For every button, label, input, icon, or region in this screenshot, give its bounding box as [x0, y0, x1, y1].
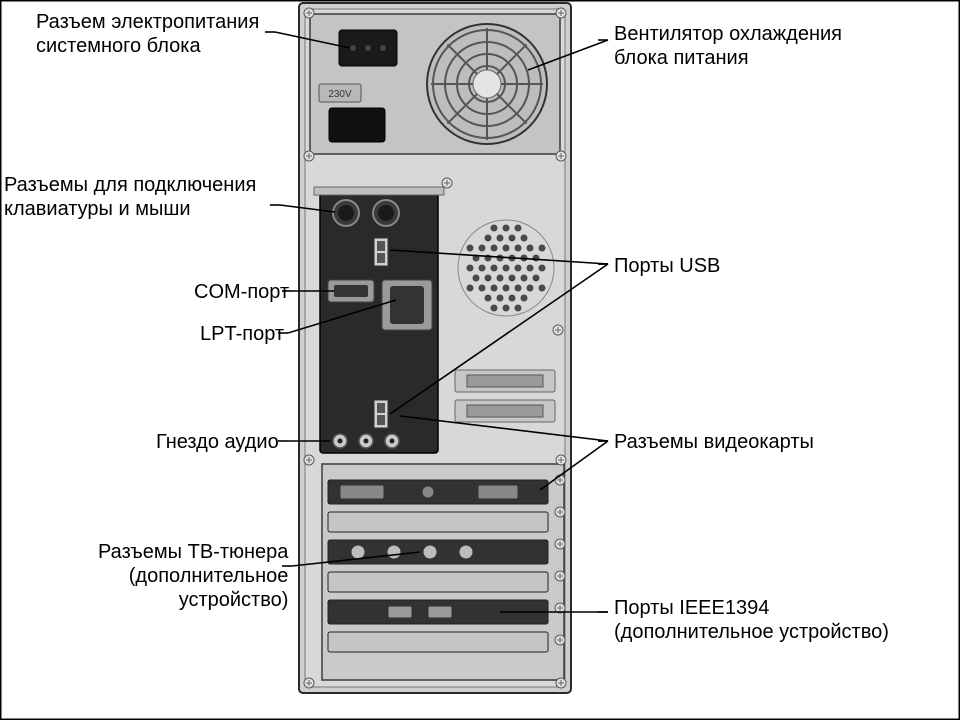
label-ieee: Порты IEEE1394 (дополнительное устройств…: [614, 596, 889, 644]
label-lpt: LPT-порт: [200, 322, 284, 346]
diagram-stage: { "canvas":{"w":960,"h":720,"bg":"#fffff…: [0, 0, 960, 720]
label-com: COM-порт: [194, 280, 289, 304]
svg-text:230V: 230V: [328, 89, 352, 100]
label-video: Разъемы видеокарты: [614, 430, 814, 454]
label-fan: Вентилятор охлаждения блока питания: [614, 22, 842, 70]
label-usb: Порты USB: [614, 254, 720, 278]
label-audio: Гнездо аудио: [156, 430, 279, 454]
label-power: Разъем электропитания системного блока: [36, 10, 259, 58]
label-tv: Разъемы ТВ-тюнера (дополнительное устрой…: [98, 540, 288, 612]
label-ps2: Разъемы для подключения клавиатуры и мыш…: [4, 173, 256, 221]
